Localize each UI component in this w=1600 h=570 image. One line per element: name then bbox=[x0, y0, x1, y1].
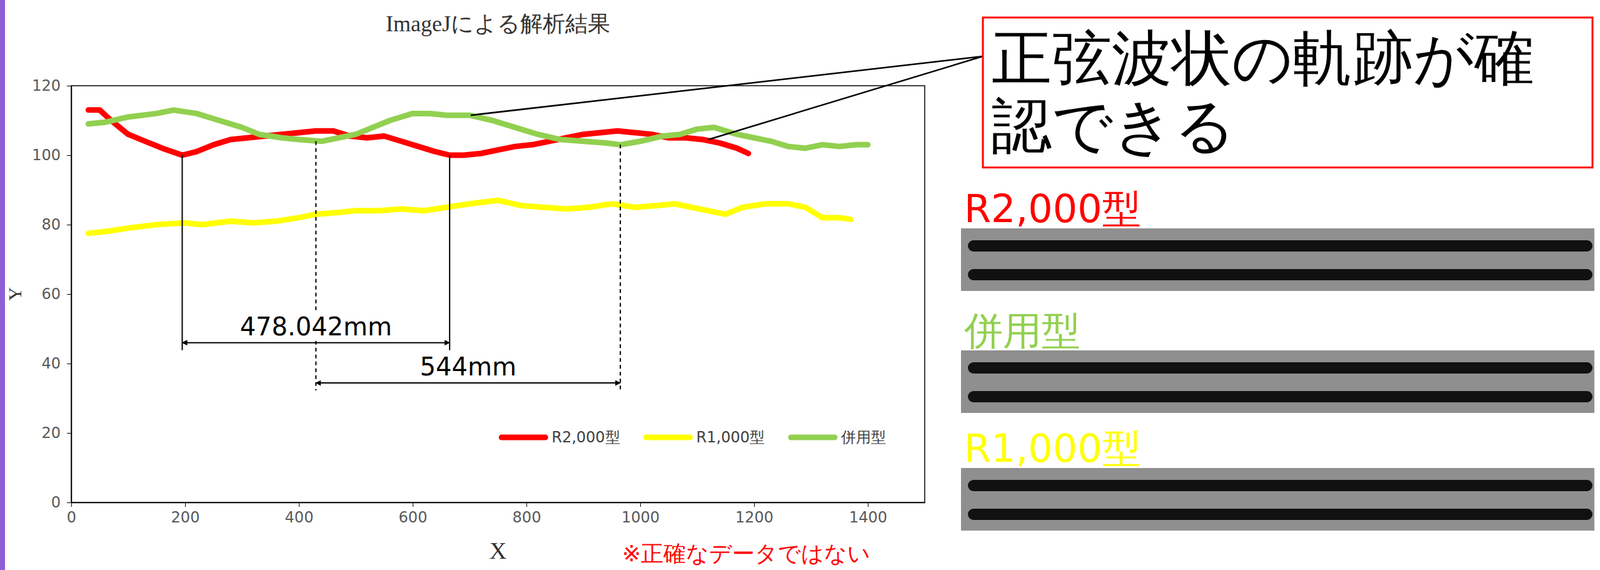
tick-label: 1000 bbox=[621, 508, 660, 526]
y-axis-title: Y bbox=[4, 286, 26, 301]
tick-label: 40 bbox=[41, 354, 61, 373]
tick-label: 60 bbox=[41, 285, 61, 303]
leader-line bbox=[708, 56, 983, 140]
label-patch bbox=[237, 311, 395, 341]
annotation-texts: 478.042mm 544mm bbox=[237, 311, 519, 381]
extension-line bbox=[448, 155, 451, 351]
photo-panel bbox=[961, 228, 1595, 291]
tick-label: 1200 bbox=[735, 508, 774, 526]
x-axis: 0 200 400 600 800 1000 1200 1400 bbox=[66, 502, 926, 526]
tick-mark bbox=[526, 502, 528, 507]
tick: 40 bbox=[41, 354, 72, 373]
tick-label: 20 bbox=[41, 423, 61, 442]
tick-label: 1400 bbox=[849, 508, 888, 526]
tick-mark bbox=[66, 432, 72, 434]
photo-track bbox=[973, 508, 1587, 520]
extension-line bbox=[619, 144, 621, 391]
tick: 600 bbox=[398, 502, 428, 526]
photo-track bbox=[973, 240, 1587, 252]
tick: 120 bbox=[31, 76, 72, 95]
photo bbox=[961, 350, 1595, 413]
tick-mark bbox=[867, 502, 869, 507]
tick-label: 80 bbox=[41, 215, 61, 234]
tick-mark bbox=[298, 502, 300, 507]
chart-title: ImageJによる解析結果 bbox=[385, 11, 611, 37]
legend-label: R2,000型 bbox=[551, 428, 620, 446]
tick-mark bbox=[640, 502, 641, 507]
tick: 1000 bbox=[621, 502, 660, 526]
tick: 1400 bbox=[849, 502, 888, 526]
callout-text: 正弦波状の軌跡が確認できる bbox=[991, 23, 1535, 161]
legend-label: R1,000型 bbox=[696, 428, 765, 446]
tick-label: 0 bbox=[51, 493, 61, 511]
photo-track bbox=[973, 268, 1587, 281]
tick-mark bbox=[66, 85, 72, 87]
tick: 1200 bbox=[735, 502, 774, 526]
callout-line: 認できる bbox=[991, 90, 1236, 161]
legend-swatch bbox=[646, 434, 691, 441]
series-line bbox=[88, 110, 868, 149]
legend-swatch bbox=[790, 434, 835, 441]
photo-track bbox=[973, 390, 1587, 403]
note: ※正確なデータではない bbox=[622, 540, 871, 566]
callout-line: 正弦波状の軌跡が確 bbox=[991, 23, 1535, 94]
photo-panel bbox=[961, 350, 1595, 413]
photo-label: R1,000型 bbox=[964, 425, 1142, 471]
annotations bbox=[181, 141, 621, 391]
photo-track bbox=[973, 362, 1587, 374]
tick-label: 200 bbox=[171, 508, 201, 526]
extension-line bbox=[181, 155, 183, 351]
tick-label: 0 bbox=[66, 508, 77, 526]
tick-mark bbox=[66, 502, 72, 503]
tick-mark bbox=[66, 224, 72, 226]
tick: 0 bbox=[51, 493, 72, 511]
dimension-arrow bbox=[315, 382, 621, 384]
tick-mark bbox=[66, 293, 72, 295]
tick-label: 120 bbox=[31, 76, 61, 95]
legend-label: 併用型 bbox=[840, 428, 886, 446]
tick: 20 bbox=[41, 423, 72, 442]
series-line bbox=[88, 200, 851, 234]
tick-mark bbox=[71, 502, 72, 507]
photo bbox=[961, 467, 1595, 531]
series-line bbox=[88, 110, 749, 156]
legend-swatch bbox=[501, 434, 546, 441]
tick: 800 bbox=[512, 502, 542, 526]
tick-label: 400 bbox=[285, 508, 314, 526]
photo-label: 併用型 bbox=[963, 307, 1081, 354]
photo-track bbox=[973, 479, 1587, 491]
label-patch bbox=[417, 352, 519, 381]
dimension-label: 478.042mm bbox=[240, 311, 393, 341]
tick: 80 bbox=[41, 215, 72, 234]
photo-panel bbox=[961, 467, 1595, 531]
tick-mark bbox=[412, 502, 414, 507]
dimension-label: 544mm bbox=[420, 352, 517, 381]
tick: 200 bbox=[171, 502, 201, 526]
y-axis: 0 20 40 60 80 100 120 bbox=[31, 76, 72, 511]
tick-label: 600 bbox=[398, 508, 428, 526]
extension-line bbox=[315, 141, 317, 391]
slide-bar bbox=[0, 0, 6, 570]
tick-mark bbox=[66, 155, 72, 156]
leader-line bbox=[470, 56, 983, 116]
plot-area bbox=[88, 110, 868, 234]
tick: 100 bbox=[31, 146, 72, 164]
photo-label: R2,000型 bbox=[964, 185, 1142, 232]
photo bbox=[961, 228, 1595, 291]
tick: 60 bbox=[41, 285, 72, 303]
tick-label: 800 bbox=[512, 508, 542, 526]
x-axis-line bbox=[71, 502, 926, 504]
tick: 0 bbox=[66, 502, 77, 526]
plot-frame bbox=[71, 85, 925, 503]
tick-mark bbox=[754, 502, 755, 507]
tick-mark bbox=[185, 502, 186, 507]
tick-mark bbox=[66, 363, 72, 364]
legend: R2,000型 R1,000型 併用型 bbox=[501, 428, 886, 446]
x-axis-title: X bbox=[489, 537, 507, 564]
tick-label: 100 bbox=[31, 146, 61, 164]
tick: 400 bbox=[285, 502, 314, 526]
callout-box bbox=[982, 17, 1593, 168]
